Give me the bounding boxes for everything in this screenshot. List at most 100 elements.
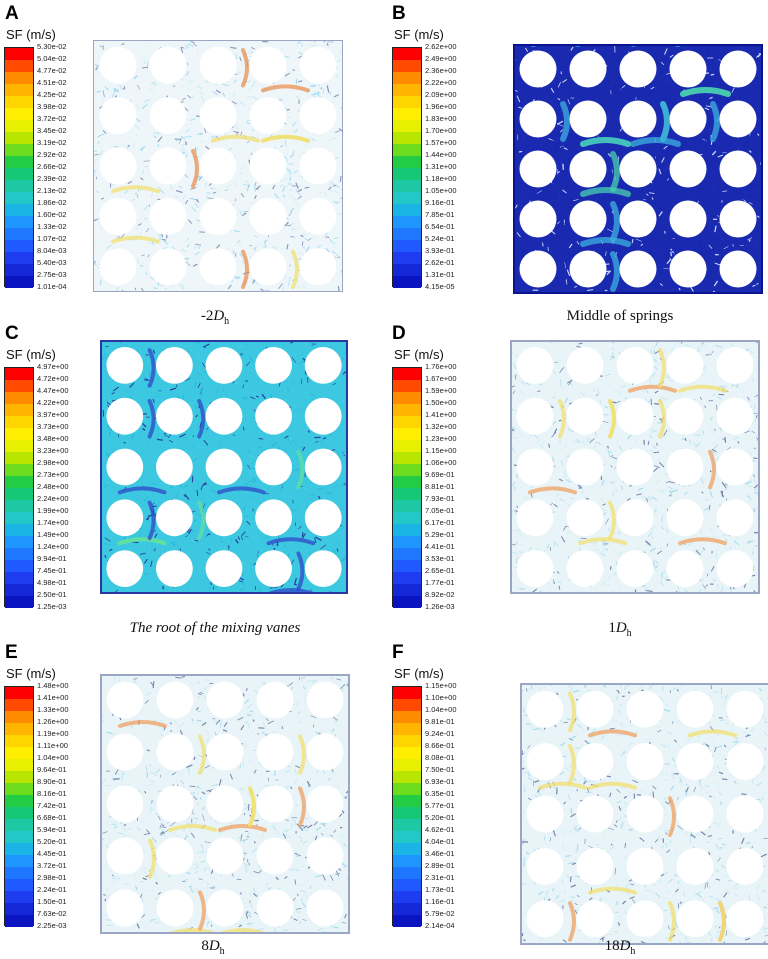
velocity-vector xyxy=(158,732,165,737)
colorbar-tick-label: 7.45e-01 xyxy=(37,566,67,575)
velocity-vector xyxy=(245,687,248,692)
velocity-vector xyxy=(233,776,238,780)
velocity-vector xyxy=(614,489,619,492)
colorbar-tick-label: 1.41e+00 xyxy=(37,693,69,702)
velocity-vector xyxy=(344,913,347,919)
velocity-vector xyxy=(239,209,242,217)
colorbar-segment xyxy=(393,368,421,380)
velocity-vector xyxy=(697,191,701,195)
velocity-vector xyxy=(335,870,340,877)
colorbar-tick-label: 1.83e+00 xyxy=(425,114,457,123)
velocity-vector xyxy=(528,495,534,500)
velocity-vector xyxy=(119,84,123,90)
velocity-vector xyxy=(197,692,202,696)
colorbar-tick-label: 5.40e-03 xyxy=(37,258,67,267)
velocity-vector xyxy=(689,439,692,446)
velocity-vector xyxy=(203,483,208,486)
fuel-rod xyxy=(206,785,244,823)
high-velocity-region xyxy=(191,148,199,189)
colorbar-segment xyxy=(393,464,421,476)
velocity-vector xyxy=(190,534,195,537)
colorbar-tick-label: 2.75e-03 xyxy=(37,270,67,279)
velocity-vector xyxy=(667,178,670,181)
colorbar-segment xyxy=(393,416,421,428)
velocity-vector xyxy=(208,435,215,438)
colorbar-tick-label: 4.04e-01 xyxy=(425,837,455,846)
velocity-vector xyxy=(719,82,723,90)
velocity-vector xyxy=(194,501,197,505)
fuel-rod xyxy=(719,250,757,288)
velocity-vector xyxy=(541,242,544,247)
velocity-vector xyxy=(618,551,623,557)
velocity-vector xyxy=(169,183,174,190)
high-velocity-region xyxy=(197,500,206,541)
velocity-vector xyxy=(708,505,711,511)
velocity-vector xyxy=(336,678,342,681)
velocity-vector xyxy=(343,844,348,848)
velocity-vector xyxy=(550,190,556,196)
velocity-vector xyxy=(329,189,333,193)
velocity-vector xyxy=(142,260,145,265)
velocity-vector xyxy=(315,874,322,878)
velocity-vector xyxy=(180,489,186,493)
velocity-vector xyxy=(518,76,522,81)
colorbar-tick-label: 2.36e+00 xyxy=(425,66,457,75)
velocity-vector xyxy=(146,526,149,532)
colorbar-segment xyxy=(5,120,33,132)
velocity-vector xyxy=(293,170,299,174)
velocity-vector xyxy=(332,383,337,385)
colorbar-segment xyxy=(393,879,421,891)
velocity-vector xyxy=(701,578,704,582)
velocity-vector xyxy=(143,495,149,502)
velocity-vector xyxy=(244,157,247,160)
velocity-vector xyxy=(678,287,681,291)
velocity-vector xyxy=(705,353,712,356)
velocity-vector xyxy=(139,148,143,151)
velocity-vector xyxy=(94,155,99,158)
velocity-vector xyxy=(647,532,653,537)
velocity-vector xyxy=(192,263,198,267)
velocity-vector xyxy=(661,157,665,163)
velocity-vector xyxy=(284,876,288,879)
velocity-vector xyxy=(607,81,612,84)
velocity-vector xyxy=(631,238,634,244)
velocity-vector xyxy=(337,783,340,788)
velocity-vector xyxy=(296,40,301,45)
velocity-vector xyxy=(561,384,567,388)
colorbar-segment xyxy=(393,807,421,819)
velocity-vector xyxy=(198,176,202,181)
velocity-vector xyxy=(567,98,571,105)
velocity-vector xyxy=(321,832,324,836)
velocity-vector xyxy=(707,234,713,239)
velocity-vector xyxy=(556,208,559,212)
velocity-vector xyxy=(199,689,204,693)
velocity-vector xyxy=(256,242,262,247)
high-velocity-region xyxy=(296,551,305,591)
velocity-vector xyxy=(192,43,198,47)
velocity-vector xyxy=(256,892,259,897)
velocity-vector xyxy=(157,234,163,237)
velocity-vector xyxy=(227,284,232,290)
velocity-vector xyxy=(666,543,669,547)
velocity-vector xyxy=(520,434,524,437)
colorbar-segment xyxy=(5,48,33,60)
velocity-vector xyxy=(189,118,196,122)
velocity-vector xyxy=(213,187,219,192)
velocity-vector xyxy=(558,194,561,200)
velocity-vector xyxy=(298,825,304,832)
velocity-vector xyxy=(558,242,562,245)
velocity-vector xyxy=(700,477,705,484)
velocity-vector xyxy=(722,438,726,441)
velocity-vector xyxy=(653,346,656,350)
velocity-vector xyxy=(304,186,310,189)
velocity-vector xyxy=(288,223,294,226)
velocity-vector xyxy=(673,341,681,346)
velocity-vector xyxy=(748,239,751,242)
colorbar-segment xyxy=(393,560,421,572)
velocity-vector xyxy=(278,283,283,290)
velocity-vector xyxy=(305,136,312,139)
velocity-vector xyxy=(343,843,346,846)
velocity-vector xyxy=(185,71,189,76)
velocity-vector xyxy=(567,381,572,386)
velocity-vector xyxy=(204,841,211,844)
